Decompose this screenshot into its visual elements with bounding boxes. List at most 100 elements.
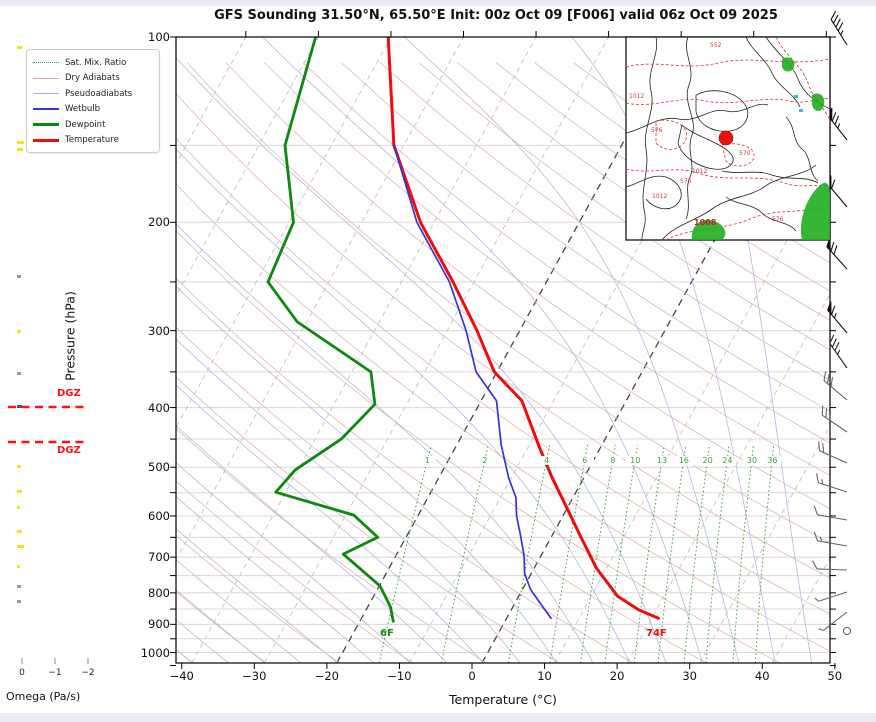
legend-item-label: Dry Adiabats [65, 73, 120, 84]
x-tick-label: −20 [314, 669, 340, 683]
plot-area [176, 37, 830, 663]
wind-barb [821, 405, 848, 433]
mixing-ratio-label: 16 [674, 456, 693, 465]
x-tick-label: 10 [537, 669, 552, 683]
surface-dewpoint-label: 6F [380, 628, 394, 639]
map-pressure-label-bold: 1008 [694, 218, 717, 227]
mixing-ratio-label: 2 [475, 456, 494, 465]
mixing-ratio-label: 10 [626, 456, 645, 465]
legend-item-label: Dewpoint [65, 119, 106, 130]
legend-swatch-solid [33, 108, 59, 111]
chart-title: GFS Sounding 31.50°N, 65.50°E Init: 00z … [214, 8, 778, 23]
y-tick-label: 900 [148, 617, 170, 632]
series-wetbulb [393, 144, 552, 620]
map-contour-label: 570 [739, 150, 751, 157]
legend-item: Dewpoint [33, 117, 153, 133]
omega-bar [17, 330, 21, 333]
map-contour-label: 576 [651, 127, 663, 134]
omega-bar [17, 372, 21, 375]
wind-barb [813, 505, 848, 521]
x-tick-label: 40 [754, 669, 770, 683]
x-tick-label: −40 [169, 669, 194, 683]
dgz-label-lower: DGZ [57, 445, 81, 456]
y-tick-label: 400 [148, 400, 170, 415]
series-dewpoint [266, 37, 395, 623]
wind-barb [823, 371, 848, 401]
y-tick-label: 800 [148, 585, 170, 600]
page-background-strip-bottom [0, 713, 876, 722]
legend-swatch-dotted [33, 62, 59, 64]
x-axis-label: Temperature (°C) [449, 692, 557, 707]
legend-item: Sat. Mix. Ratio [33, 55, 153, 71]
wind-barb [827, 107, 848, 141]
plot-frame [175, 36, 831, 664]
omega-bar [17, 275, 21, 278]
wind-barb [813, 531, 848, 547]
mixing-ratio-label: 4 [537, 456, 556, 465]
dgz-label-upper: DGZ [57, 388, 81, 399]
map-contour-label: 1012 [692, 168, 708, 175]
omega-bar [17, 148, 23, 151]
x-tick-label: 30 [682, 669, 697, 683]
legend-item-label: Sat. Mix. Ratio [65, 57, 127, 68]
wind-barb [827, 175, 848, 208]
wind-barb [830, 10, 848, 46]
map-contour-label: 552 [710, 42, 722, 49]
y-tick-label: 500 [148, 460, 170, 475]
legend-item-label: Pseudoadiabats [65, 88, 133, 99]
omega-axis-label: Omega (Pa/s) [6, 690, 81, 703]
sounding-location-dot [718, 130, 734, 146]
omega-bar [17, 565, 20, 568]
legend-item-label: Temperature [65, 135, 119, 146]
x-tick-label: 0 [468, 669, 476, 683]
x-tick-label: 20 [609, 669, 625, 683]
legend: Sat. Mix. Ratio Dry Adiabats Pseudoadiabat… [26, 49, 160, 153]
surface-temperature-label: 74F [646, 628, 667, 639]
omega-tick-label: −2 [81, 668, 95, 678]
omega-bar [17, 46, 22, 49]
map-contour-label: 576 [680, 178, 692, 185]
wind-barb [827, 301, 848, 334]
omega-bar [17, 405, 22, 408]
omega-tick-label: −1 [48, 668, 62, 678]
wind-barb [829, 334, 848, 369]
omega-bar [17, 490, 22, 493]
y-tick-label: 200 [148, 215, 170, 230]
omega-bar [17, 141, 24, 144]
wind-barb [826, 237, 848, 270]
mixing-ratio-label: 36 [763, 456, 782, 465]
omega-bar [17, 530, 22, 533]
legend-swatch-solid [33, 77, 59, 79]
mixing-ratio-label: 20 [698, 456, 717, 465]
legend-swatch-solid [33, 138, 59, 142]
map-contour-label: 576 [772, 216, 784, 223]
legend-item-label: Wetbulb [65, 104, 101, 115]
legend-item: Pseudoadiabats [33, 86, 153, 102]
x-tick-label: −30 [242, 669, 267, 683]
mixing-ratio-label: 1 [418, 456, 437, 465]
mixing-ratio-label: 24 [718, 456, 737, 465]
wind-barb [812, 560, 848, 571]
omega-bar [17, 585, 21, 588]
omega-bar [17, 545, 24, 548]
legend-item: Dry Adiabats [33, 71, 153, 87]
y-tick-label: 700 [148, 550, 170, 565]
inset-map [625, 36, 831, 241]
legend-swatch-solid [33, 93, 59, 95]
map-contour-label: 1012 [629, 93, 645, 100]
mixing-ratio-label: 13 [653, 456, 672, 465]
legend-swatch-solid [33, 123, 59, 127]
map-contour-label: 1012 [652, 193, 668, 200]
mixing-ratio-label: 30 [743, 456, 762, 465]
wind-barb [814, 591, 848, 602]
y-axis-label: Pressure (hPa) [62, 291, 78, 381]
y-tick-label: 100 [148, 30, 170, 44]
x-tick-label: 50 [827, 669, 843, 683]
omega-bar [17, 465, 21, 468]
mixing-ratio-label: 8 [603, 456, 622, 465]
y-tick-label: 600 [148, 508, 170, 523]
mixing-ratio-label: 6 [575, 456, 594, 465]
y-tick-label: 300 [148, 323, 170, 338]
